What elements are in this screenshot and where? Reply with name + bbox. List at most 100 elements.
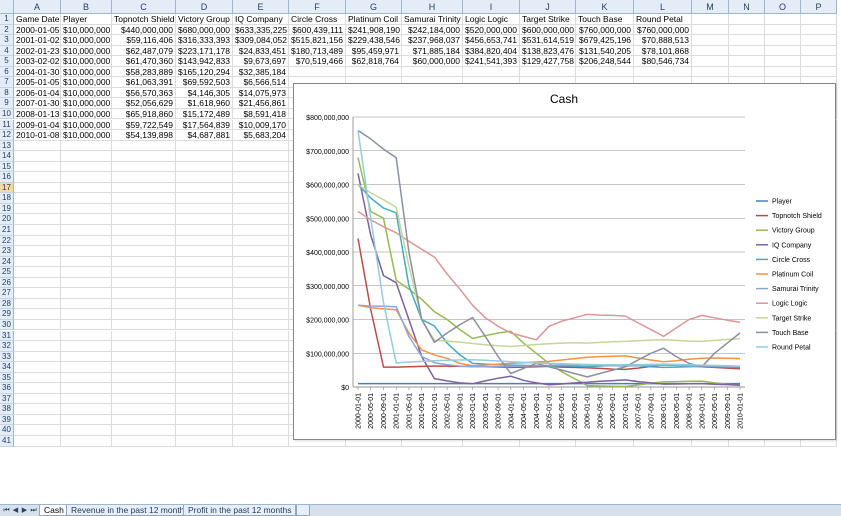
cell[interactable]	[176, 330, 233, 342]
cell[interactable]	[233, 362, 289, 373]
cell[interactable]: Logic Logic	[463, 14, 520, 25]
cell[interactable]: Platinum Coil	[346, 14, 402, 25]
cell[interactable]	[61, 214, 112, 225]
cell[interactable]	[14, 425, 61, 436]
row-header[interactable]: 28	[0, 298, 14, 310]
tab-profit[interactable]: Profit in the past 12 months	[183, 505, 297, 516]
cell[interactable]: 2001-01-02	[14, 35, 61, 46]
column-header[interactable]: C	[112, 0, 176, 14]
cell[interactable]	[289, 436, 346, 447]
cell[interactable]	[61, 372, 112, 384]
cell[interactable]	[14, 372, 61, 384]
cell[interactable]: $58,283,889	[112, 66, 176, 78]
cell[interactable]: $138,823,476	[520, 45, 576, 57]
cell[interactable]	[233, 214, 289, 225]
cell[interactable]	[233, 436, 289, 447]
cell[interactable]	[14, 172, 61, 183]
column-header[interactable]: P	[801, 0, 837, 14]
cell[interactable]	[520, 66, 576, 78]
cell[interactable]: $633,335,225	[233, 24, 289, 36]
cell[interactable]: $600,000,000	[520, 24, 576, 36]
cell[interactable]: 2004-01-30	[14, 66, 61, 78]
cell[interactable]	[14, 319, 61, 331]
cell[interactable]	[112, 362, 176, 373]
cell[interactable]	[61, 425, 112, 436]
column-header[interactable]: N	[729, 0, 765, 14]
cell[interactable]: $6,566,514	[233, 77, 289, 88]
row-header[interactable]: 26	[0, 277, 14, 289]
cell[interactable]: $309,084,052	[233, 35, 289, 46]
cell[interactable]	[233, 172, 289, 183]
cell[interactable]	[61, 362, 112, 373]
cell[interactable]: $10,000,000	[61, 119, 112, 131]
cell[interactable]	[14, 309, 61, 320]
cell[interactable]	[233, 182, 289, 194]
cell[interactable]	[14, 256, 61, 268]
cell[interactable]: $1,618,960	[176, 98, 233, 109]
cell[interactable]	[61, 383, 112, 394]
cell[interactable]	[233, 319, 289, 331]
cell[interactable]	[61, 404, 112, 415]
cell[interactable]	[112, 436, 176, 447]
cell[interactable]	[14, 225, 61, 236]
row-header[interactable]: 3	[0, 35, 14, 46]
cell[interactable]: $5,683,204	[233, 130, 289, 141]
row-header[interactable]: 19	[0, 203, 14, 215]
cell[interactable]	[112, 288, 176, 299]
cell[interactable]	[14, 267, 61, 278]
cell[interactable]	[801, 436, 837, 447]
cell[interactable]	[634, 66, 692, 78]
cell[interactable]	[61, 246, 112, 257]
cell[interactable]	[176, 277, 233, 289]
cell[interactable]: $679,425,196	[576, 35, 634, 46]
cell[interactable]	[112, 425, 176, 436]
cell[interactable]	[576, 436, 634, 447]
cell[interactable]: $14,075,973	[233, 87, 289, 99]
row-header[interactable]: 41	[0, 436, 14, 447]
cell[interactable]	[112, 203, 176, 215]
cell[interactable]	[729, 35, 765, 46]
row-header[interactable]: 24	[0, 256, 14, 268]
cell[interactable]	[176, 256, 233, 268]
cell[interactable]	[14, 140, 61, 152]
cell[interactable]: $8,591,418	[233, 108, 289, 120]
cell[interactable]	[112, 319, 176, 331]
cell[interactable]	[233, 256, 289, 268]
cell[interactable]: $71,885,184	[402, 45, 463, 57]
cell[interactable]: $59,722,549	[112, 119, 176, 131]
row-header[interactable]: 18	[0, 193, 14, 204]
cell[interactable]	[14, 436, 61, 447]
cell[interactable]	[801, 56, 837, 67]
cell[interactable]	[729, 66, 765, 78]
cell[interactable]: $10,009,170	[233, 119, 289, 131]
cell[interactable]: $760,000,000	[576, 24, 634, 36]
cell[interactable]	[233, 425, 289, 436]
cell[interactable]	[765, 56, 801, 67]
cell[interactable]: $10,000,000	[61, 56, 112, 67]
cell[interactable]: $206,248,544	[576, 56, 634, 67]
cell[interactable]	[112, 225, 176, 236]
cell[interactable]	[233, 246, 289, 257]
cell[interactable]	[801, 14, 837, 25]
row-header[interactable]: 17	[0, 182, 14, 194]
cell[interactable]: $78,101,868	[634, 45, 692, 57]
row-header[interactable]: 11	[0, 119, 14, 131]
tab-revenue[interactable]: Revenue in the past 12 months	[66, 505, 194, 516]
cell[interactable]	[801, 24, 837, 36]
cell[interactable]	[112, 182, 176, 194]
row-header[interactable]: 20	[0, 214, 14, 225]
cell[interactable]	[233, 383, 289, 394]
row-header[interactable]: 22	[0, 235, 14, 247]
cell[interactable]	[112, 351, 176, 363]
cell[interactable]	[233, 203, 289, 215]
cell[interactable]: $237,968,037	[402, 35, 463, 46]
column-header[interactable]: F	[289, 0, 346, 14]
cell[interactable]	[61, 298, 112, 310]
row-header[interactable]: 16	[0, 172, 14, 183]
cell[interactable]	[233, 393, 289, 405]
cell[interactable]: $10,000,000	[61, 87, 112, 99]
cell[interactable]: $4,687,881	[176, 130, 233, 141]
cell[interactable]	[61, 182, 112, 194]
cell[interactable]: 2010-01-08	[14, 130, 61, 141]
